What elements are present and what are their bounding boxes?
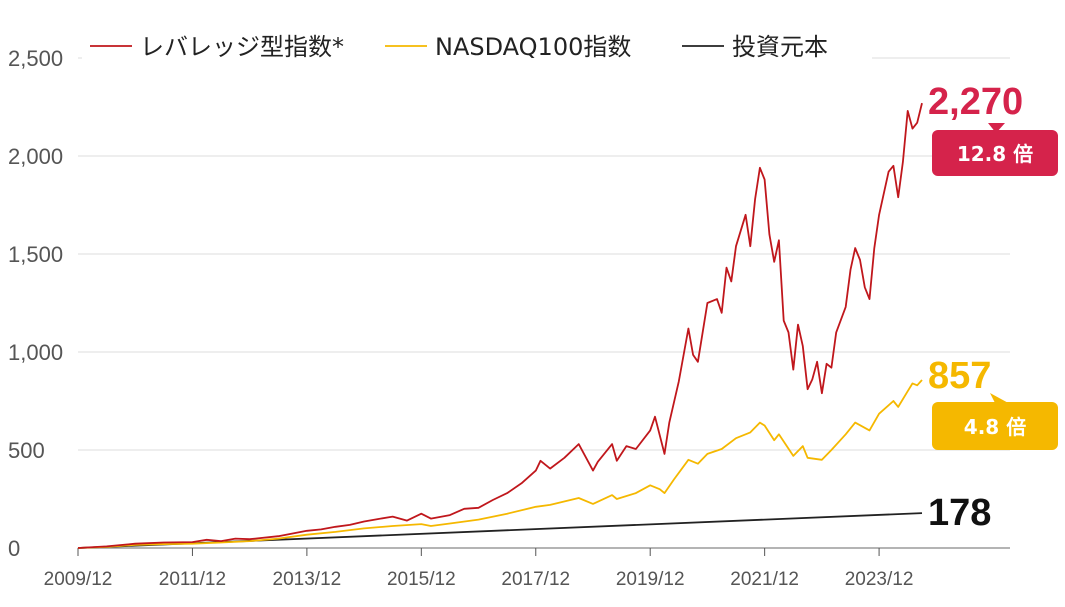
x-tick-label: 2013/12	[273, 569, 342, 590]
y-tick-label: 1,000	[8, 340, 63, 365]
y-tick-label: 2,500	[8, 46, 63, 71]
x-tick-label: 2011/12	[159, 569, 226, 590]
legend: レバレッジ型指数* NASDAQ100指数 投資元本	[82, 28, 872, 62]
badge-leverage	[932, 130, 1058, 176]
y-tick-label: 0	[8, 536, 20, 561]
series-lines	[77, 102, 923, 549]
x-tick-label: 2019/12	[616, 569, 685, 590]
badge-pointer-leverage	[988, 123, 1005, 133]
grid-lines	[78, 57, 1010, 549]
x-tick-label: 2017/12	[501, 569, 570, 590]
y-tick-label: 2,000	[8, 144, 63, 169]
legend-label: NASDAQ100指数	[435, 33, 631, 61]
legend-background	[82, 28, 872, 62]
badge-nasdaq	[932, 402, 1058, 450]
x-tick-label: 2015/12	[387, 569, 456, 590]
x-axis-ticks: 2009/12 2011/12 2013/12 2015/12 2017/12 2019/…	[44, 548, 914, 590]
series-line	[77, 102, 923, 549]
end-value-nasdaq: 857	[928, 355, 991, 397]
end-labels: 2,270 12.8 倍 857 4.8 倍 178	[928, 81, 1058, 534]
x-tick-label: 2023/12	[845, 569, 914, 590]
y-tick-label: 500	[8, 438, 45, 463]
legend-label: レバレッジ型指数*	[140, 33, 344, 61]
y-axis-ticks: 0 500 1,000 1,500 2,000 2,500	[8, 46, 63, 561]
y-tick-label: 1,500	[8, 242, 63, 267]
end-value-principal: 178	[928, 492, 991, 534]
series-line	[77, 379, 923, 549]
legend-label: 投資元本	[732, 33, 828, 61]
badge-text-leverage: 12.8 倍	[957, 142, 1033, 166]
badge-text-nasdaq: 4.8 倍	[964, 415, 1026, 439]
x-tick-label: 2009/12	[44, 569, 113, 590]
x-tick-label: 2021/12	[730, 569, 799, 590]
end-value-leverage: 2,270	[928, 81, 1023, 123]
